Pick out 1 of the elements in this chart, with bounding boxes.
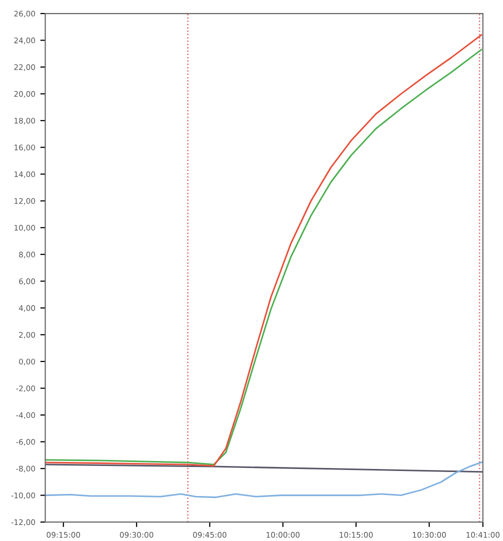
- line-series: [45, 461, 483, 498]
